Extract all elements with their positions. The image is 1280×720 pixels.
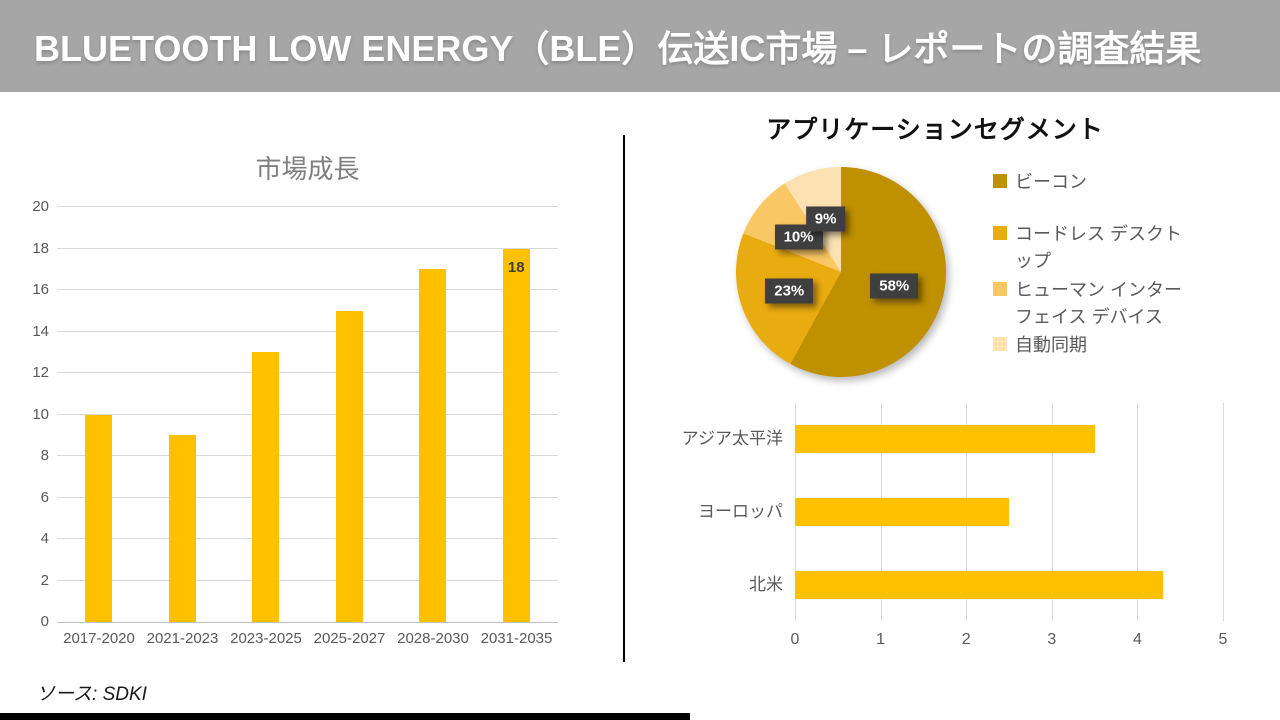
y-axis-tick-label: 4 (40, 530, 49, 547)
x-axis-category-label: 2025-2027 (313, 630, 386, 647)
legend-label: 自動同期 (1015, 335, 1087, 355)
page-title: BLUETOOTH LOW ENERGY（BLE）伝送IC市場 – レポートの調… (34, 28, 1202, 69)
regional-bar-plot-area: 0 1 2 3 4 5 アジア太平洋ヨーロッパ北米 (682, 403, 1227, 648)
gridline (1051, 403, 1053, 621)
x-axis-tick-label: 3 (1047, 631, 1057, 648)
gridline (57, 413, 558, 415)
gridline (57, 579, 558, 581)
y-axis-tick-label: 12 (32, 364, 49, 381)
horizontal-bar (795, 425, 1095, 454)
legend-item: ヒューマン インターフェイス デバイス (993, 277, 1187, 331)
region-category-label: ヨーロッパ (698, 502, 783, 521)
y-axis-tick-label: 10 (32, 405, 49, 423)
gridline (57, 289, 558, 290)
source-note: ソース: SDKI (36, 684, 147, 705)
column-bar (502, 248, 530, 622)
footer-bar (0, 713, 690, 720)
legend-swatch-icon (993, 337, 1007, 351)
x-axis-category-label: 2021-2023 (146, 630, 219, 647)
pie-slice-label: 23% (765, 278, 814, 304)
x-axis-tick-label: 4 (1132, 631, 1142, 648)
horizontal-bar (795, 498, 1009, 526)
gridline (57, 330, 558, 332)
column-bar (335, 310, 363, 622)
legend-swatch-icon (993, 226, 1007, 240)
pie-slice-label: 58% (870, 273, 919, 299)
x-axis-tick-label: 0 (790, 631, 800, 648)
gridline (57, 206, 558, 207)
gridline (57, 538, 558, 539)
application-segment-pie (736, 167, 946, 377)
gridline (57, 372, 558, 373)
column-bar (252, 352, 280, 622)
gridline (57, 496, 558, 498)
market-growth-plot-area: 0 2 4 6 8 10 12 14 16 18 20 2017-2020 2021-2023 2023-… (32, 198, 558, 647)
region-category-label: 北米 (749, 574, 783, 594)
x-axis-tick-label: 5 (1218, 631, 1228, 648)
y-axis-tick-label: 2 (40, 571, 49, 589)
legend-label: ビーコン (1015, 172, 1087, 192)
vertical-divider (623, 135, 625, 662)
market-growth-chart-title: 市場成長 (255, 154, 360, 184)
y-axis-tick-label: 6 (40, 488, 49, 506)
region-category-label: アジア太平洋 (681, 429, 783, 449)
column-bar (168, 435, 196, 622)
application-segment-title: アプリケーションセグメント (766, 116, 1104, 144)
y-axis-tick-label: 18 (32, 239, 49, 257)
gridline (1137, 403, 1139, 621)
gridline (57, 455, 558, 456)
legend-swatch-icon (993, 174, 1007, 188)
pie-slice-label: 9% (805, 206, 846, 232)
y-axis-tick-label: 16 (32, 281, 49, 298)
x-axis-category-label: 2017-2020 (63, 630, 135, 647)
legend-label: ヒューマン インターフェイス デバイス (1015, 280, 1183, 327)
x-axis-tick-label: 1 (876, 631, 886, 648)
legend-item: 自動同期 (993, 332, 1187, 359)
gridline (57, 247, 558, 249)
horizontal-bar (795, 570, 1164, 599)
y-axis-tick-label: 0 (40, 613, 49, 630)
legend-item: ビーコン (993, 169, 1187, 196)
header-banner: BLUETOOTH LOW ENERGY（BLE）伝送IC市場 – レポートの調… (0, 0, 1280, 92)
legend-label: コードレス デスクトップ (1015, 224, 1183, 271)
gridline (1223, 403, 1224, 621)
legend-item: コードレス デスクトップ (993, 221, 1187, 275)
y-axis-tick-label: 20 (32, 198, 49, 215)
x-axis-category-label: 2023-2025 (230, 630, 302, 647)
x-axis-category-label: 2031-2035 (480, 630, 553, 647)
column-bar (419, 269, 447, 622)
y-axis-tick-label: 14 (32, 322, 49, 340)
y-axis-tick-label: 8 (40, 447, 49, 464)
x-axis-category-label: 2028-2030 (397, 630, 469, 647)
bar-value-label: 18 (507, 258, 525, 276)
column-bar (85, 414, 113, 622)
legend-swatch-icon (993, 282, 1007, 296)
x-axis-tick-label: 2 (961, 631, 971, 648)
